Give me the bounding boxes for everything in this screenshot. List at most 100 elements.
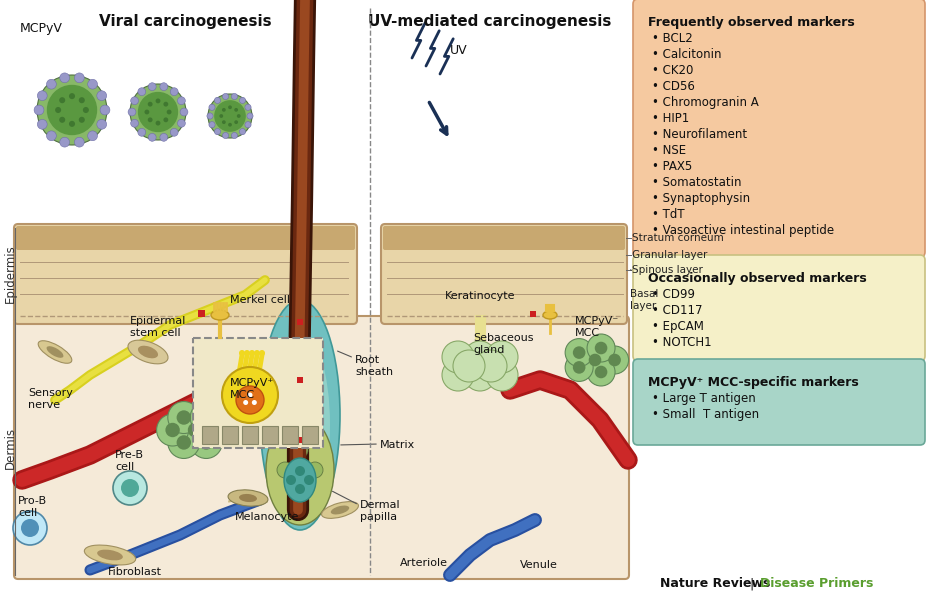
- Circle shape: [594, 342, 607, 355]
- Ellipse shape: [228, 490, 268, 506]
- Circle shape: [292, 442, 308, 458]
- Text: • EpCAM: • EpCAM: [652, 320, 704, 333]
- Text: Viral carcinogenesis: Viral carcinogenesis: [99, 14, 271, 29]
- Text: Arteriole: Arteriole: [400, 558, 448, 568]
- Circle shape: [156, 98, 160, 103]
- Circle shape: [222, 133, 229, 139]
- Circle shape: [236, 386, 264, 414]
- Circle shape: [277, 462, 293, 478]
- Circle shape: [234, 108, 238, 112]
- Circle shape: [190, 426, 222, 458]
- Circle shape: [292, 482, 308, 498]
- Circle shape: [168, 402, 200, 434]
- Bar: [530, 311, 536, 317]
- Circle shape: [295, 466, 305, 476]
- Text: Fibroblast: Fibroblast: [108, 567, 162, 577]
- Ellipse shape: [284, 458, 316, 502]
- Circle shape: [131, 97, 139, 105]
- Circle shape: [79, 117, 85, 123]
- Circle shape: [249, 350, 255, 356]
- Circle shape: [215, 128, 220, 134]
- Circle shape: [170, 128, 178, 136]
- Circle shape: [464, 359, 496, 391]
- Circle shape: [601, 346, 629, 374]
- Bar: [282, 426, 298, 444]
- Circle shape: [37, 91, 47, 101]
- Circle shape: [59, 97, 65, 103]
- Circle shape: [190, 402, 222, 434]
- Circle shape: [228, 123, 232, 127]
- Circle shape: [228, 106, 232, 109]
- Circle shape: [199, 410, 213, 425]
- Text: Granular layer: Granular layer: [632, 250, 707, 260]
- Circle shape: [453, 350, 485, 382]
- Circle shape: [160, 133, 168, 141]
- Circle shape: [486, 359, 518, 391]
- Ellipse shape: [266, 415, 334, 525]
- Bar: [198, 310, 205, 317]
- Ellipse shape: [138, 346, 158, 358]
- Circle shape: [565, 339, 594, 367]
- Circle shape: [74, 137, 84, 147]
- Circle shape: [148, 102, 153, 107]
- Circle shape: [148, 133, 156, 141]
- Circle shape: [252, 400, 257, 405]
- Text: Disease Primers: Disease Primers: [760, 577, 873, 590]
- Ellipse shape: [260, 300, 340, 530]
- FancyBboxPatch shape: [381, 224, 627, 324]
- Circle shape: [56, 107, 61, 113]
- Circle shape: [295, 484, 305, 494]
- Circle shape: [254, 350, 260, 356]
- Circle shape: [214, 100, 245, 132]
- Circle shape: [206, 113, 213, 119]
- FancyBboxPatch shape: [14, 316, 629, 579]
- Circle shape: [69, 93, 75, 99]
- Circle shape: [37, 119, 47, 129]
- Ellipse shape: [239, 494, 257, 502]
- Circle shape: [247, 113, 253, 119]
- Circle shape: [128, 108, 136, 116]
- Circle shape: [113, 471, 147, 505]
- Circle shape: [442, 341, 474, 373]
- Circle shape: [156, 121, 160, 125]
- Circle shape: [594, 365, 607, 378]
- Circle shape: [244, 350, 250, 356]
- Bar: [297, 377, 303, 383]
- Circle shape: [232, 133, 238, 139]
- Circle shape: [60, 73, 69, 83]
- Circle shape: [307, 462, 323, 478]
- Circle shape: [573, 361, 585, 374]
- Circle shape: [245, 104, 251, 110]
- Text: UV: UV: [450, 44, 468, 57]
- Text: • Small  T antigen: • Small T antigen: [652, 408, 759, 421]
- Circle shape: [286, 475, 296, 485]
- Circle shape: [178, 119, 185, 127]
- Text: Dermal
papilla: Dermal papilla: [360, 500, 401, 522]
- Circle shape: [239, 350, 245, 356]
- Circle shape: [222, 367, 278, 423]
- Circle shape: [170, 88, 178, 96]
- Text: Merkel cell: Merkel cell: [230, 295, 290, 305]
- Text: • CK20: • CK20: [652, 64, 694, 77]
- Circle shape: [589, 354, 601, 366]
- Circle shape: [237, 114, 241, 118]
- Circle shape: [156, 414, 189, 446]
- Circle shape: [163, 118, 169, 122]
- Circle shape: [587, 334, 615, 362]
- Circle shape: [163, 102, 169, 107]
- Text: Nature Reviews: Nature Reviews: [660, 577, 770, 590]
- Circle shape: [69, 121, 75, 127]
- Circle shape: [222, 93, 229, 99]
- Text: • CD56: • CD56: [652, 80, 694, 93]
- Ellipse shape: [84, 545, 135, 565]
- Text: • CD99: • CD99: [652, 288, 695, 301]
- Circle shape: [82, 107, 89, 113]
- Circle shape: [210, 423, 225, 437]
- Circle shape: [74, 73, 84, 83]
- Circle shape: [148, 83, 156, 90]
- Text: • PAX5: • PAX5: [652, 160, 693, 173]
- Circle shape: [581, 346, 609, 374]
- Circle shape: [148, 118, 153, 122]
- Text: Melanocyte: Melanocyte: [235, 512, 299, 522]
- Circle shape: [199, 435, 213, 450]
